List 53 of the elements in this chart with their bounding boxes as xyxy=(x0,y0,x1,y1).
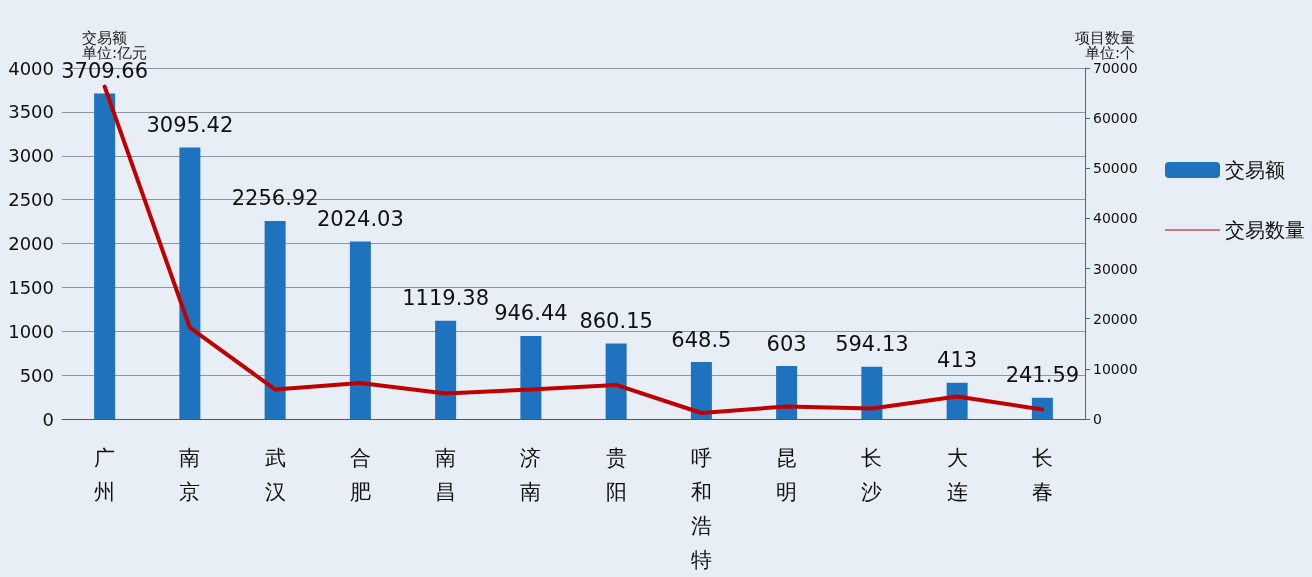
bar xyxy=(520,335,542,419)
y2-tick-label: 60000 xyxy=(1093,110,1138,127)
y-tick-label: 3500 xyxy=(8,101,54,123)
data-label: 3095.42 xyxy=(146,112,234,137)
data-label: 2256.92 xyxy=(231,186,319,211)
bar xyxy=(861,366,883,419)
y-tick-label: 500 xyxy=(19,364,54,386)
data-label: 860.15 xyxy=(579,309,653,334)
x-tick-label: 长沙 xyxy=(861,446,883,504)
legend-label: 交易数量 xyxy=(1225,218,1305,242)
data-label: 413 xyxy=(937,348,978,373)
x-tick-label: 广州 xyxy=(94,446,116,504)
y2-tick-label: 30000 xyxy=(1093,260,1138,277)
y2-tick-label: 40000 xyxy=(1093,210,1138,227)
bar xyxy=(605,343,627,419)
bar xyxy=(435,320,457,419)
y-tick-label: 3000 xyxy=(8,145,54,167)
y2-tick-label: 0 xyxy=(1093,411,1102,427)
data-label: 946.44 xyxy=(494,301,568,326)
y-tick-label: 2500 xyxy=(8,189,54,211)
y-tick-label: 1000 xyxy=(8,320,54,342)
x-tick-label: 合肥 xyxy=(349,446,371,504)
x-tick-label: 南昌 xyxy=(435,446,457,504)
y-tick-label: 1500 xyxy=(8,276,54,298)
y-tick-label: 0 xyxy=(42,408,54,430)
y-tick-label: 4000 xyxy=(8,57,54,79)
data-label: 241.59 xyxy=(1005,363,1080,388)
bar xyxy=(349,241,371,419)
data-label: 594.13 xyxy=(835,332,909,357)
bar xyxy=(264,220,286,419)
y2-tick-label: 70000 xyxy=(1093,60,1138,76)
bar xyxy=(690,362,712,419)
data-label: 1119.38 xyxy=(402,286,490,311)
x-tick-label: 昆明 xyxy=(776,446,798,504)
y2-tick-label: 50000 xyxy=(1093,160,1138,177)
legend-label: 交易额 xyxy=(1225,158,1285,182)
y-tick-label: 2000 xyxy=(8,233,54,254)
x-tick-label: 武汉 xyxy=(264,446,286,504)
bar xyxy=(179,147,201,419)
x-tick-label: 济南 xyxy=(520,446,542,504)
y2-axis-title: 项目数量 xyxy=(1075,28,1135,47)
data-label: 603 xyxy=(766,331,807,356)
bar xyxy=(94,93,116,419)
y2-tick-label: 10000 xyxy=(1093,360,1138,377)
y2-tick-label: 20000 xyxy=(1093,310,1138,327)
x-tick-label: 南京 xyxy=(179,446,201,504)
x-tick-label: 长春 xyxy=(1031,446,1053,504)
x-tick-label: 大连 xyxy=(946,446,968,504)
x-tick-label: 贵阳 xyxy=(605,446,627,504)
data-label: 2024.03 xyxy=(316,206,404,231)
x-tick-label: 呼和浩特 xyxy=(690,446,712,572)
data-label: 648.5 xyxy=(671,327,732,352)
bar xyxy=(776,366,798,419)
